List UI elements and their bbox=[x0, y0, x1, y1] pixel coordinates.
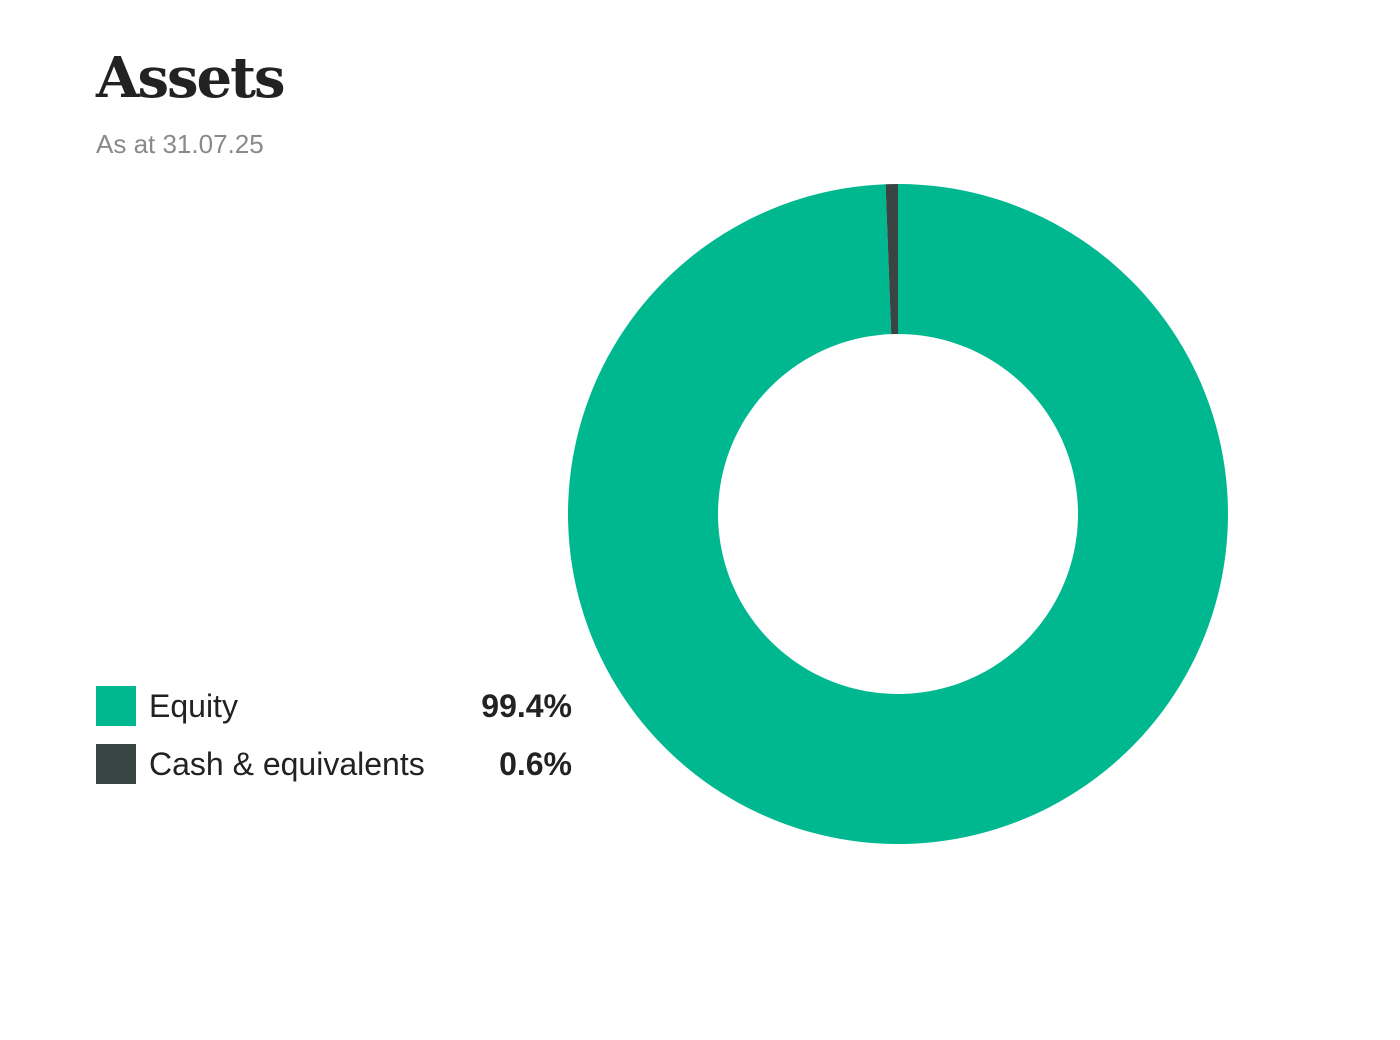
legend-item-cash: Cash & equivalents 0.6% bbox=[96, 744, 572, 784]
legend-value-equity: 99.4% bbox=[481, 688, 572, 724]
chart-title: Assets bbox=[96, 45, 286, 111]
legend-label-cash: Cash & equivalents bbox=[149, 746, 425, 782]
legend-value-cash: 0.6% bbox=[499, 746, 572, 782]
legend-item-equity: Equity 99.4% bbox=[96, 686, 572, 726]
donut-slice-cash bbox=[885, 184, 898, 335]
donut-chart bbox=[568, 184, 1228, 844]
legend-swatch-cash bbox=[96, 744, 136, 784]
legend-swatch-equity bbox=[96, 686, 136, 726]
legend: Equity 99.4% Cash & equivalents 0.6% bbox=[96, 686, 572, 802]
donut-slice-equity bbox=[568, 184, 1228, 844]
legend-label-equity: Equity bbox=[149, 688, 238, 724]
chart-subtitle: As at 31.07.25 bbox=[96, 129, 264, 159]
